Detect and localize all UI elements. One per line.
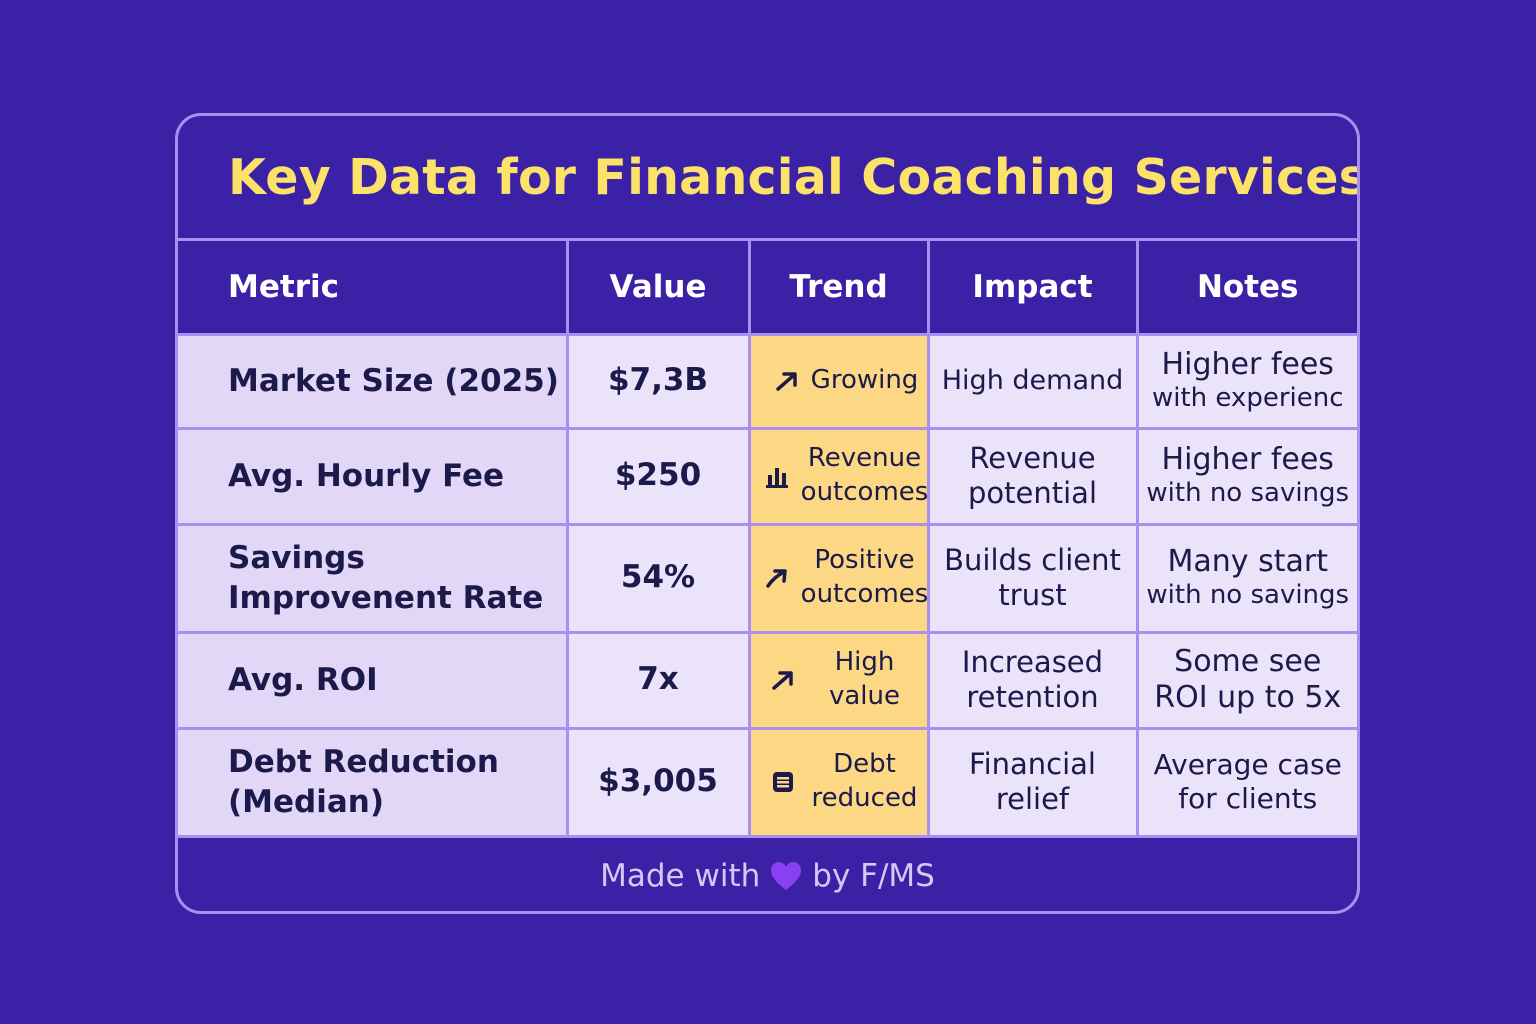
impact-cell: Increased retention <box>928 632 1139 730</box>
notes-cell: Higher fees with no savings <box>1137 428 1357 526</box>
table-row: Market Size (2025) $7,3B Growing High de… <box>178 334 1357 430</box>
footer-prefix: Made with <box>600 858 761 894</box>
purple-heart-icon <box>768 859 804 893</box>
impact-cell: Financial relief <box>928 728 1139 838</box>
notes-main-text: Some see <box>1174 644 1322 679</box>
notes-main-text: Average case <box>1153 748 1342 782</box>
bar-chart-icon <box>763 462 791 490</box>
impact-cell: High demand <box>928 334 1139 430</box>
metric-cell: Avg. Hourly Fee <box>178 428 569 526</box>
column-header-impact: Impact <box>928 241 1139 336</box>
table-row: Savings Improvenent Rate 54% Positive ou… <box>178 524 1357 634</box>
impact-cell: Builds client trust <box>928 524 1139 634</box>
page-title: Key Data for Financial Coaching Services <box>228 148 1360 206</box>
trend-cell: Revenue outcomes <box>749 428 930 526</box>
notes-sub-text: ROI up to 5x <box>1154 680 1342 715</box>
trend-text: Growing <box>810 365 919 396</box>
notes-main-text: Higher fees <box>1161 442 1334 478</box>
impact-cell: Revenue potential <box>928 428 1139 526</box>
document-icon <box>769 768 797 796</box>
value-cell: $7,3B <box>567 334 751 430</box>
arrow-up-right-icon <box>769 666 797 694</box>
column-header-notes: Notes <box>1137 241 1357 336</box>
notes-cell: Many start with no savings <box>1137 524 1357 634</box>
notes-main-text: Many start <box>1167 544 1328 580</box>
footer: Made with by F/MS <box>178 838 1357 912</box>
arrow-up-right-icon <box>763 564 791 592</box>
notes-cell: Some see ROI up to 5x <box>1137 632 1357 730</box>
notes-cell: Average case for clients <box>1137 728 1357 838</box>
value-cell: 54% <box>567 524 751 634</box>
notes-sub-text: for clients <box>1178 782 1318 815</box>
footer-suffix: by F/MS <box>812 858 935 894</box>
table-row: Avg. Hourly Fee $250 Revenue outcomes Re… <box>178 428 1357 526</box>
trend-text: Revenue outcomes <box>800 443 929 507</box>
metric-cell: Market Size (2025) <box>178 334 569 430</box>
notes-sub-text: with no savings <box>1146 580 1350 611</box>
trend-cell: Debt reduced <box>749 728 930 838</box>
arrow-up-right-icon <box>773 367 801 395</box>
column-header-trend: Trend <box>749 241 930 336</box>
notes-sub-text: with no savings <box>1146 478 1350 509</box>
data-card: Key Data for Financial Coaching Services… <box>175 113 1360 914</box>
trend-cell: Positive outcomes <box>749 524 930 634</box>
metric-cell: Debt Reduction (Median) <box>178 728 569 838</box>
trend-text: Debt reduced <box>811 749 918 813</box>
notes-main-text: Higher fees <box>1161 347 1334 383</box>
column-header-value: Value <box>567 241 751 336</box>
table-header-row: Metric Value Trend Impact Notes <box>178 241 1357 336</box>
trend-cell: High value <box>749 632 930 730</box>
data-table: Metric Value Trend Impact Notes Market S… <box>178 241 1357 838</box>
metric-cell: Savings Improvenent Rate <box>178 524 569 634</box>
value-cell: $250 <box>567 428 751 526</box>
trend-cell: Growing <box>749 334 930 430</box>
table-row: Avg. ROI 7x High value Increased retenti… <box>178 632 1357 730</box>
trend-text: High value <box>828 647 901 711</box>
title-bar: Key Data for Financial Coaching Services <box>178 116 1357 241</box>
column-header-metric: Metric <box>178 241 569 336</box>
trend-text: Positive outcomes <box>800 545 929 609</box>
notes-sub-text: with experienc <box>1151 383 1344 414</box>
value-cell: 7x <box>567 632 751 730</box>
table-row: Debt Reduction (Median) $3,005 Debt redu… <box>178 728 1357 838</box>
value-cell: $3,005 <box>567 728 751 838</box>
metric-cell: Avg. ROI <box>178 632 569 730</box>
notes-cell: Higher fees with experienc <box>1137 334 1357 430</box>
